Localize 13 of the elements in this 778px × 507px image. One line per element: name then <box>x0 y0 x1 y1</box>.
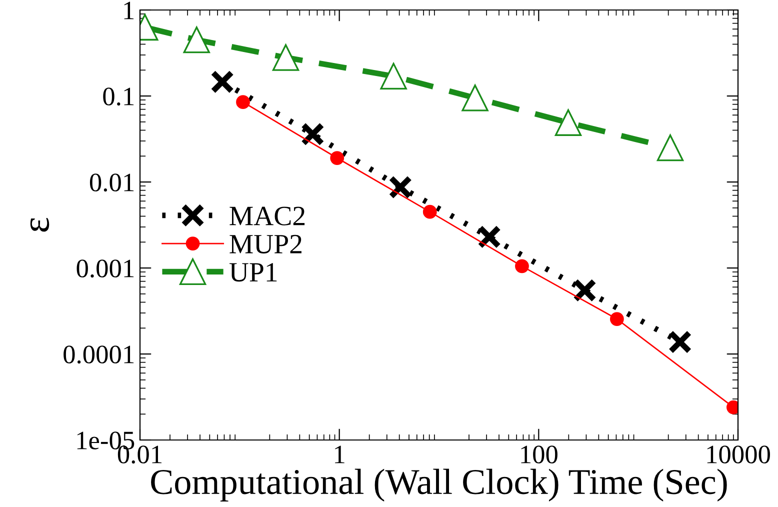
legend-label: UP1 <box>229 263 277 282</box>
y-tick-label: 0.0001 <box>64 346 134 364</box>
y-axis-title: ε <box>30 218 50 232</box>
y-tick-label: 1 <box>124 2 134 20</box>
x-tick-label: 10000 <box>707 446 770 464</box>
y-tick-label: 0.001 <box>76 260 134 278</box>
x-axis-title: Computational (Wall Clock) Time (Sec) <box>151 468 727 502</box>
y-tick-label: 0.1 <box>103 88 134 106</box>
legend-label: MUP2 <box>230 234 302 254</box>
y-tick-label: 0.01 <box>90 174 134 192</box>
x-tick-label: 100 <box>521 446 558 464</box>
legend-label: MAC2 <box>230 206 305 226</box>
x-tick-label: 1 <box>335 446 344 464</box>
